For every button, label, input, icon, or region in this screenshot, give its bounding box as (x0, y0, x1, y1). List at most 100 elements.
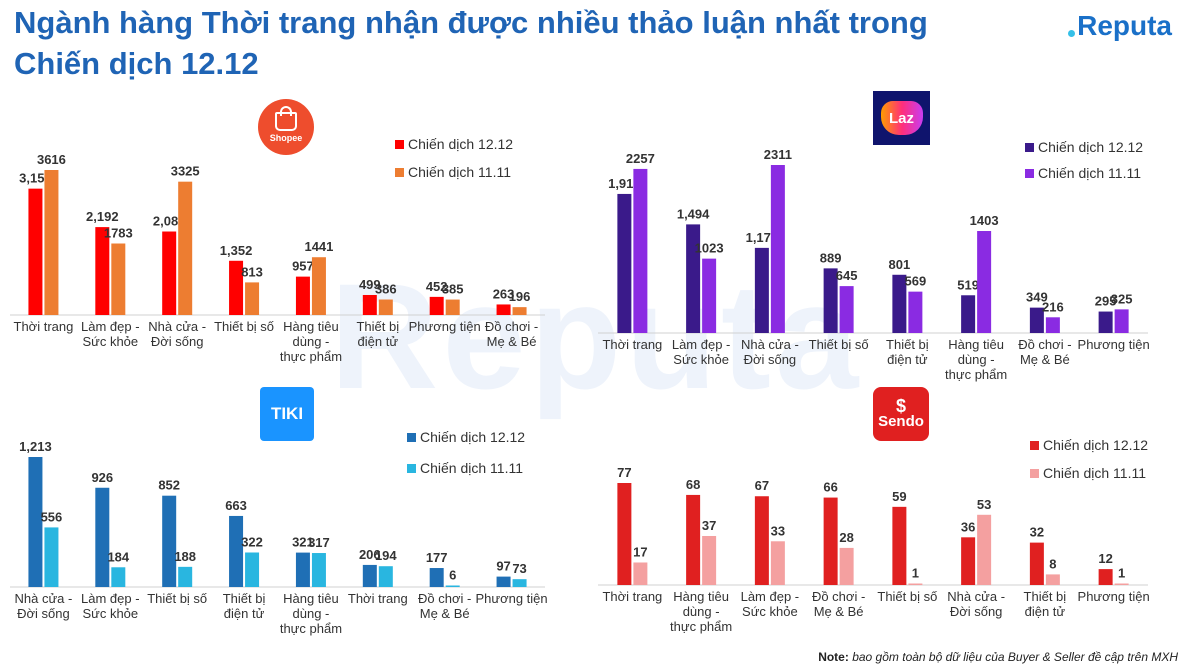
data-label: 73 (512, 561, 526, 576)
data-label: 32 (1030, 525, 1044, 540)
bar-1111 (311, 257, 326, 315)
footnote-text: bao gồm toàn bộ dữ liệu của Buyer & Sell… (852, 650, 1178, 664)
title-line-1: Ngành hàng Thời trang nhận được nhiều th… (14, 5, 928, 40)
bar-1212 (229, 515, 244, 587)
legend-entry: Chiến dịch 12.12 (420, 429, 525, 445)
lazada-chart: 1,913 2257 Thời trang 1,494 1023 Làm đẹp -Sức… (598, 139, 1150, 382)
bar-1111 (908, 583, 923, 585)
bar-1212 (961, 537, 976, 585)
category-label: Thời trang (602, 337, 662, 352)
legend-entry: Chiến dịch 12.12 (408, 136, 513, 152)
legend-entry: Chiến dịch 11.11 (420, 460, 523, 476)
category-label: Mẹ & Bé (814, 604, 864, 619)
data-label: 801 (889, 257, 911, 272)
category-label: Nhà cửa - (741, 337, 799, 352)
data-label: 663 (225, 498, 247, 513)
data-label: 188 (174, 549, 196, 564)
category-label: Mẹ & Bé (1020, 352, 1070, 367)
legend-entry: Chiến dịch 11.11 (1038, 165, 1141, 181)
bar-1111 (1114, 583, 1129, 585)
data-label: 97 (496, 559, 510, 574)
data-label: 28 (839, 530, 853, 545)
data-label: 889 (820, 250, 842, 265)
category-label: Sức khỏe (673, 352, 729, 367)
data-label: 813 (241, 264, 263, 279)
category-label: dùng - (958, 352, 995, 367)
data-label: 3325 (171, 164, 200, 179)
data-label: 177 (426, 550, 448, 565)
category-label: Hàng tiêu (948, 337, 1004, 352)
data-label: 66 (823, 480, 837, 495)
bar-1212 (162, 495, 177, 587)
data-label: 349 (1026, 290, 1048, 305)
bar-1212 (823, 497, 838, 585)
bar-1212 (28, 188, 43, 315)
legend-swatch (1025, 169, 1034, 178)
category-label: Thiết bị số (809, 337, 869, 352)
legend-swatch (1025, 143, 1034, 152)
bar-1111 (977, 514, 992, 585)
data-label: 194 (375, 548, 397, 563)
legend-swatch (395, 168, 404, 177)
shopping-bag-icon (275, 105, 297, 131)
category-label: Phương tiện (1078, 589, 1150, 604)
data-label: 216 (1042, 299, 1064, 314)
bar-1111 (44, 527, 59, 587)
category-label: Đồ chơi - (812, 589, 865, 604)
bar-1111 (702, 258, 717, 333)
data-label: 385 (442, 282, 464, 297)
category-label: điện tử (358, 334, 399, 349)
data-label: 322 (241, 534, 263, 549)
category-label: Sức khỏe (742, 604, 798, 619)
data-label: 317 (308, 535, 330, 550)
legend-swatch (395, 140, 404, 149)
data-label: 1,171 (746, 230, 779, 245)
bar-1212 (295, 552, 310, 587)
lazada-logo: Laz (873, 91, 930, 145)
bar-1212 (823, 268, 838, 333)
legend-swatch (407, 433, 416, 442)
category-label: điện tử (887, 352, 928, 367)
category-label: Nhà cửa - (947, 589, 1005, 604)
category-label: Hàng tiêu (673, 589, 729, 604)
bar-1212 (1029, 307, 1044, 333)
category-label: Thiết bị (356, 319, 399, 334)
bar-1111 (1045, 574, 1060, 585)
category-label: điện tử (1025, 604, 1066, 619)
category-label: dùng - (293, 334, 330, 349)
bar-1111 (245, 552, 260, 587)
category-label: Nhà cửa - (15, 591, 73, 606)
data-label: 1,352 (220, 243, 253, 258)
data-label: 3,151 (19, 171, 52, 186)
data-label: 926 (91, 470, 113, 485)
bar-1212 (1098, 311, 1113, 333)
data-label: 36 (961, 519, 975, 534)
reputa-logo: Reputa (1068, 10, 1172, 42)
legend-entry: Chiến dịch 11.11 (1043, 465, 1146, 481)
bar-1212 (754, 496, 769, 585)
bar-1111 (512, 579, 527, 587)
category-label: Mẹ & Bé (420, 606, 470, 621)
bar-1212 (95, 487, 110, 587)
data-label: 556 (41, 509, 63, 524)
data-label: 2257 (626, 151, 655, 166)
bar-1212 (754, 247, 769, 333)
bar-1212 (362, 294, 377, 315)
bar-1212 (28, 457, 43, 587)
bar-1212 (961, 295, 976, 333)
bar-1212 (892, 274, 907, 333)
category-label: Phương tiện (409, 319, 481, 334)
category-label: Thiết bị (1024, 589, 1067, 604)
data-label: 8 (1049, 556, 1056, 571)
category-label: Thời trang (348, 591, 408, 606)
bar-1111 (1045, 317, 1060, 333)
data-label: 1441 (304, 239, 333, 254)
category-label: Thời trang (602, 589, 662, 604)
bar-1111 (1114, 309, 1129, 333)
shopee-chart: 3,151 3616 Thời trang 2,192 1783 Làm đẹp -Sức… (10, 136, 545, 364)
bar-1111 (111, 567, 126, 587)
category-label: điện tử (224, 606, 265, 621)
bar-1111 (445, 585, 460, 587)
data-label: 1 (912, 566, 919, 581)
